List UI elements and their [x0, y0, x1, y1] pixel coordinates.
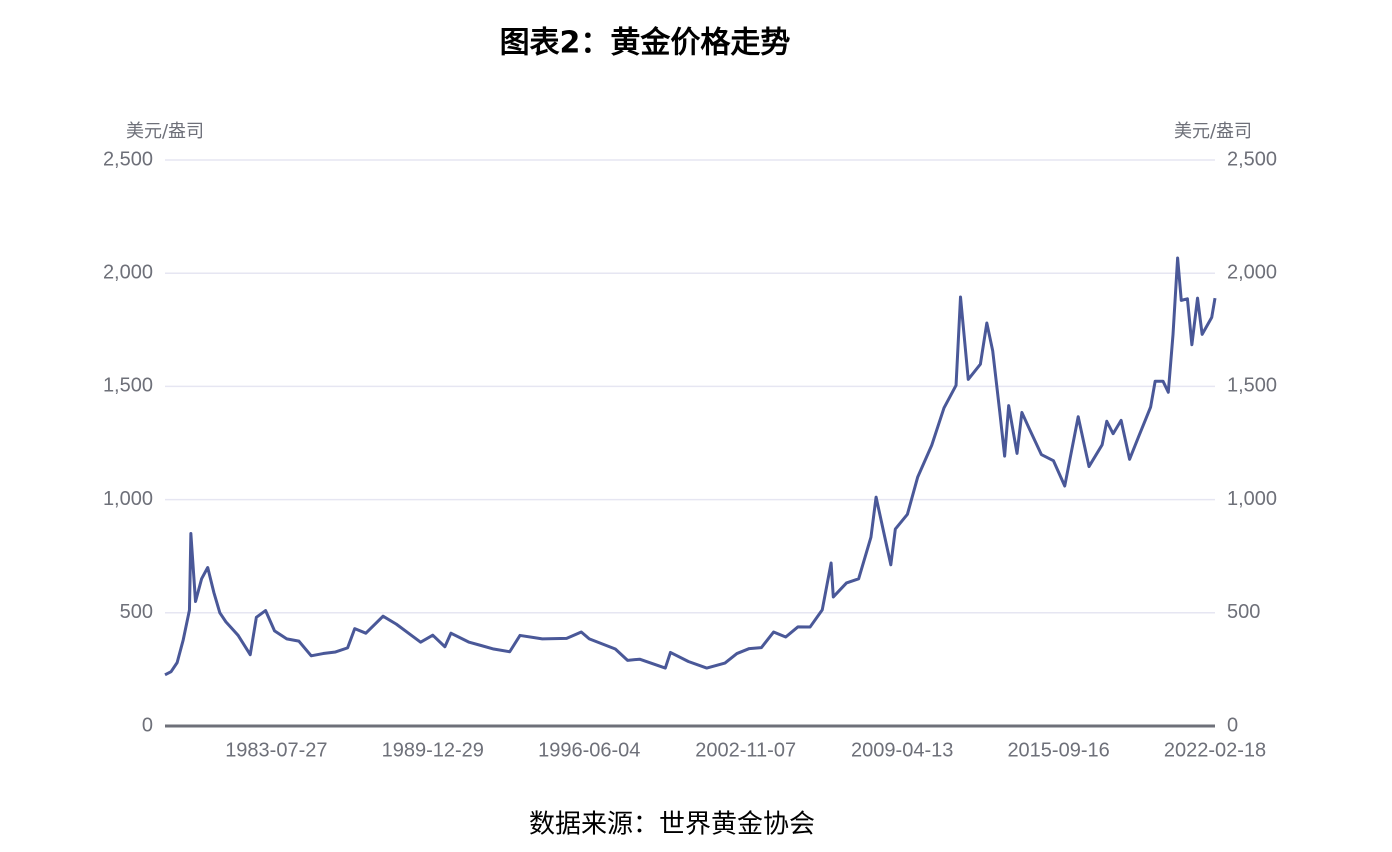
y-tick-label: 1,500: [103, 375, 153, 397]
y2-tick-label: 0: [1227, 714, 1238, 736]
chart-title: 图表2：黄金价格走势: [500, 26, 791, 61]
y2-tick-label: 500: [1227, 601, 1260, 623]
source-note: 数据来源：世界黄金协会: [529, 810, 815, 840]
x-tick-label: 1996-06-04: [538, 739, 640, 761]
y-axis-label: 美元/盎司: [126, 121, 204, 142]
y-tick-label: 2,000: [103, 261, 153, 283]
y2-tick-label: 2,000: [1227, 261, 1277, 283]
x-tick-label: 1989-12-29: [382, 739, 484, 761]
x-tick-label: 2009-04-13: [851, 739, 953, 761]
y-tick-label: 2,500: [103, 148, 153, 170]
y-tick-label: 500: [120, 601, 153, 623]
y-tick-label: 0: [142, 714, 153, 736]
price-line: [164, 256, 1217, 677]
y2-tick-label: 1,500: [1227, 375, 1277, 397]
x-tick-label: 2022-02-18: [1164, 739, 1266, 761]
y-tick-label: 1,000: [103, 488, 153, 510]
y2-tick-label: 1,000: [1227, 488, 1277, 510]
x-tick-label: 1983-07-27: [225, 739, 327, 761]
y2-tick-label: 2,500: [1227, 148, 1277, 170]
x-tick-label: 2002-11-07: [695, 739, 796, 761]
x-tick-label: 2015-09-16: [1007, 739, 1109, 761]
y2-axis-label: 美元/盎司: [1174, 121, 1252, 142]
